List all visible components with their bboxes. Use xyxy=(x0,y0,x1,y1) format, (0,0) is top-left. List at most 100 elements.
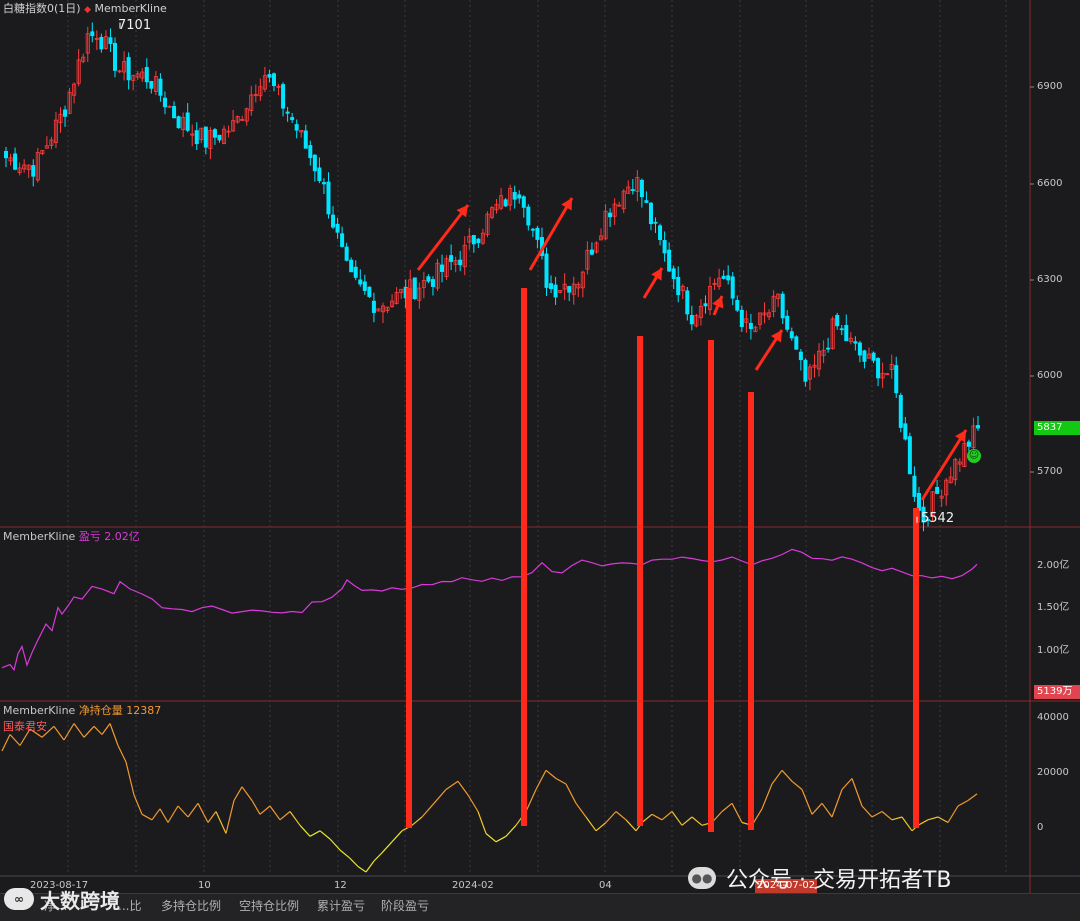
candle-body xyxy=(290,117,295,121)
candle-body xyxy=(281,84,286,109)
candle-body xyxy=(440,264,445,273)
candle-body xyxy=(748,322,753,330)
candle-body xyxy=(794,336,799,350)
tab-long-ratio[interactable]: 多持仓比例 xyxy=(161,899,222,913)
position-panel-header: MemberKline 净持仓量 12387 xyxy=(3,704,161,718)
candle-body xyxy=(226,130,231,133)
candle-body xyxy=(417,287,422,301)
candle-body xyxy=(558,289,563,293)
candle-body xyxy=(40,150,45,155)
position-line-segment xyxy=(19,728,31,746)
annotation-arrow-head xyxy=(456,205,468,218)
tab-short-ratio[interactable]: 空持仓比例 xyxy=(239,899,300,913)
position-line-segment xyxy=(93,725,103,735)
candle-body xyxy=(390,300,395,307)
candle-body xyxy=(517,194,522,199)
candle-body xyxy=(335,223,340,233)
candle-body xyxy=(830,318,835,349)
candle-body xyxy=(939,495,944,499)
position-line-segment xyxy=(125,761,135,796)
position-line-segment xyxy=(535,770,547,790)
candle-body xyxy=(694,315,699,327)
annotation-arrow-shaft xyxy=(528,197,574,271)
position-line-segment xyxy=(731,803,743,823)
candle-body xyxy=(889,364,894,370)
candle-body xyxy=(217,134,222,141)
candle-body xyxy=(971,425,976,449)
time-axis-label: 12 xyxy=(334,880,347,891)
candle-body xyxy=(489,207,494,218)
candle-body xyxy=(835,314,840,327)
annotation-arrow-head xyxy=(561,198,572,211)
tab-ratio[interactable]: ...比 xyxy=(118,899,142,913)
position-line-segment xyxy=(525,789,537,812)
candle-body xyxy=(367,286,372,297)
time-axis-label: 10 xyxy=(198,880,211,891)
position-line-segment xyxy=(365,860,375,873)
candle-body xyxy=(49,139,54,146)
candle-body xyxy=(172,106,177,119)
candle-body xyxy=(340,233,345,247)
candle-body xyxy=(140,71,145,79)
candle-body xyxy=(449,255,454,262)
tab-cumulative-pnl[interactable]: 累计盈亏 xyxy=(317,899,366,913)
candle-body xyxy=(585,249,590,270)
candle-body xyxy=(85,33,90,54)
candle-body xyxy=(762,312,767,316)
position-line-segment xyxy=(917,819,929,826)
candle-body xyxy=(399,288,404,293)
candle-body xyxy=(176,116,181,129)
candle-body xyxy=(712,283,717,285)
candle-body xyxy=(8,157,13,162)
price-axis-tick: 6300 xyxy=(1037,274,1063,285)
position-line-segment xyxy=(319,830,331,840)
candle-body xyxy=(353,266,358,278)
candle-body xyxy=(13,153,18,170)
candle-body xyxy=(785,315,790,330)
candle-body xyxy=(817,350,822,370)
position-line-segment xyxy=(53,725,65,741)
annotation-arrow-shaft xyxy=(920,429,968,501)
watermark-right: ●● 公众号 · 交易开拓者TB xyxy=(688,861,952,895)
candle-body xyxy=(862,350,867,362)
pnl-series-label: 盈亏 2.02亿 xyxy=(78,530,140,543)
candle-body xyxy=(812,364,817,368)
candle-body xyxy=(262,75,267,90)
candle-body xyxy=(331,214,336,228)
candle-body xyxy=(22,164,27,170)
position-line-segment xyxy=(495,835,507,843)
candle-body xyxy=(435,262,440,289)
candle-body xyxy=(76,59,81,84)
candle-body xyxy=(31,165,36,177)
candle-body xyxy=(267,74,272,78)
candle-body xyxy=(122,61,127,73)
candle-body xyxy=(553,284,558,298)
tab-period-pnl[interactable]: 阶段盈亏 xyxy=(381,899,430,913)
position-line-segment xyxy=(29,728,43,738)
candle-body xyxy=(203,126,208,148)
position-line-segment xyxy=(141,813,153,821)
candle-body xyxy=(485,213,490,235)
candle-body xyxy=(789,331,794,339)
position-line-segment xyxy=(831,789,843,818)
position-line-segment xyxy=(681,816,693,826)
position-line-segment xyxy=(801,789,813,815)
candle-body xyxy=(567,286,572,293)
price-panel-header: 白糖指数0(1日) ◆ MemberKline xyxy=(3,2,167,17)
position-line-segment xyxy=(937,816,949,824)
tab-net-position[interactable]: 净... xyxy=(44,899,68,913)
candle-body xyxy=(17,167,22,173)
candle-body xyxy=(571,283,576,295)
position-line-segment xyxy=(411,816,423,826)
diamond-icon: ◆ xyxy=(84,5,92,15)
pnl-panel-header: MemberKline 盈亏 2.02亿 xyxy=(3,530,140,544)
candle-body xyxy=(480,232,485,244)
candle-body xyxy=(81,56,86,62)
position-line-segment xyxy=(467,794,479,812)
candle-body xyxy=(303,130,308,149)
candle-body xyxy=(739,309,744,328)
logo-icon: ∞ xyxy=(4,888,34,910)
candle-body xyxy=(876,358,881,379)
candle-body xyxy=(903,423,908,440)
